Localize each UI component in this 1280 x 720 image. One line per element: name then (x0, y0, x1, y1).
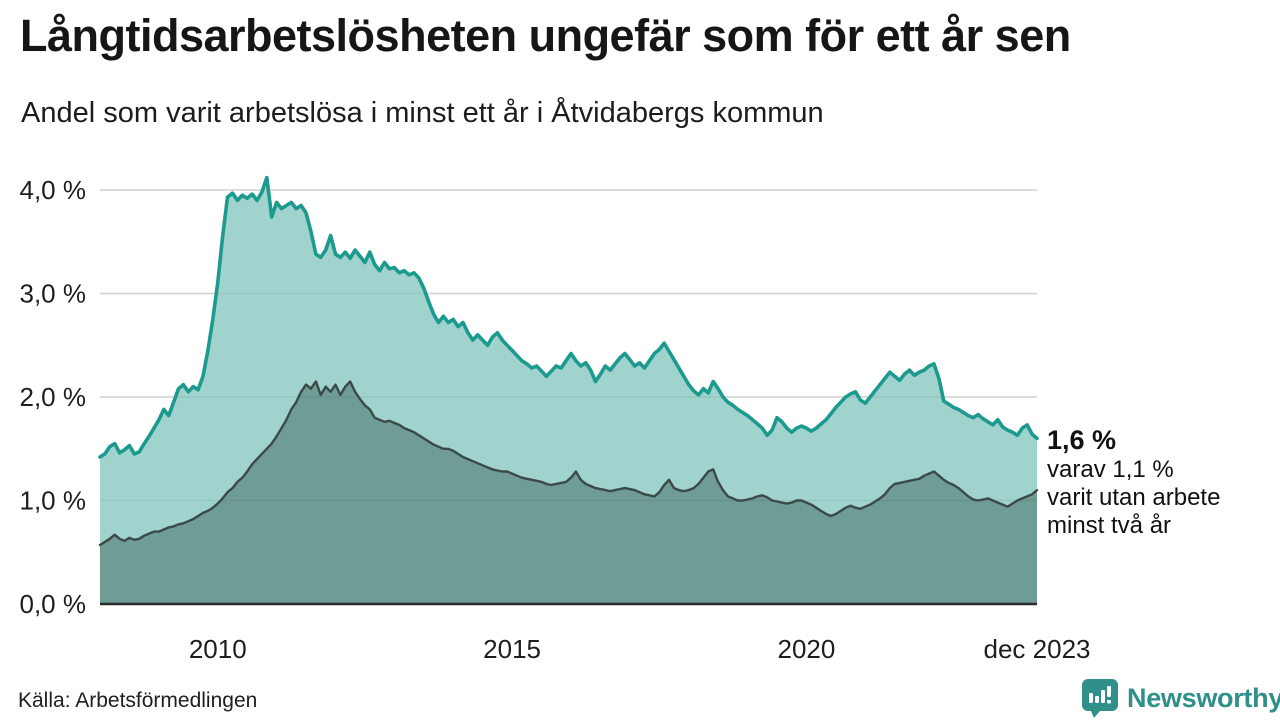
source-note: Källa: Arbetsförmedlingen (18, 689, 258, 712)
series-area-two-year (100, 381, 1037, 604)
annotation-line-1: varav 1,1 % (1047, 456, 1174, 483)
y-tick-label: 4,0 % (20, 175, 87, 205)
end-value-annotation: 1,6 % varav 1,1 % varit utan arbete mins… (1047, 424, 1220, 540)
x-tick-label: 2020 (778, 634, 836, 664)
chart-area: 0,0 % 1,0 % 2,0 % 3,0 % 4,0 % 2010 2015 2020 dec… (0, 150, 1280, 680)
x-tick-label: dec 2023 (984, 634, 1091, 664)
y-tick-label: 1,0 % (20, 486, 87, 516)
annotation-line-3: minst två år (1047, 512, 1172, 539)
y-tick-label: 2,0 % (20, 382, 87, 412)
newsworthy-brand-text: Newsworthy (1127, 682, 1280, 713)
page-title: Långtidsarbetslösheten ungefär som för e… (20, 10, 1071, 61)
x-tick-label: 2015 (483, 634, 541, 664)
y-tick-label: 0,0 % (20, 589, 87, 619)
unemployment-area-chart: 0,0 % 1,0 % 2,0 % 3,0 % 4,0 % 2010 2015 2020 dec… (20, 175, 1091, 664)
newsworthy-brand: Newsworthy (1080, 678, 1280, 718)
page-subtitle: Andel som varit arbetslösa i minst ett å… (21, 97, 824, 129)
series-line-total (98, 175, 1039, 459)
annotation-total-value: 1,6 % (1047, 425, 1117, 455)
x-tick-label: 2010 (189, 634, 247, 664)
annotation-line-2: varit utan arbete (1047, 484, 1221, 511)
y-tick-label: 3,0 % (20, 279, 87, 309)
newsworthy-logo-icon (1082, 679, 1118, 718)
series-line-two-year (98, 380, 1039, 547)
